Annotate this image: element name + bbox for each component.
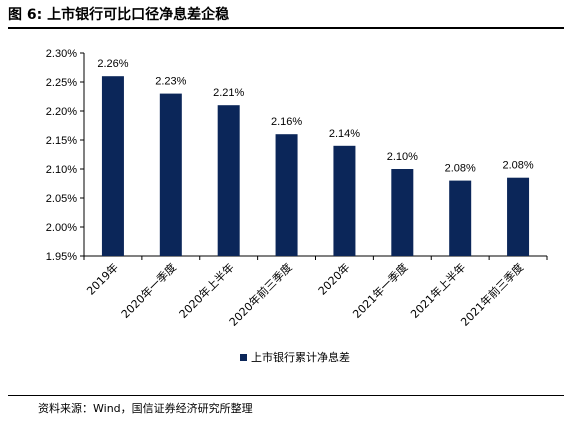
y-tick-label: 2.10%	[46, 164, 77, 176]
y-tick-label: 2.25%	[46, 77, 77, 89]
data-label: 2.08%	[502, 160, 533, 172]
data-label: 2.21%	[213, 87, 244, 99]
source-note: 资料来源：Wind，国信证券经济研究所整理	[38, 402, 253, 415]
bar	[275, 134, 298, 256]
bar	[101, 76, 124, 256]
y-tick-label: 1.95%	[46, 251, 77, 263]
legend-label: 上市银行累计净息差	[251, 351, 350, 364]
y-tick-label: 2.15%	[46, 135, 77, 147]
y-tick-label: 2.05%	[46, 193, 77, 205]
bar	[159, 93, 182, 256]
bar	[507, 177, 530, 256]
y-tick-label: 2.30%	[46, 48, 77, 60]
data-label: 2.08%	[445, 163, 476, 175]
y-tick-label: 2.20%	[46, 106, 77, 118]
legend-swatch	[240, 353, 247, 361]
bottom-rule	[8, 395, 564, 396]
figure-title: 图 6: 上市银行可比口径净息差企稳	[8, 7, 230, 23]
bar	[449, 180, 472, 256]
data-label: 2.10%	[387, 151, 418, 163]
y-tick-label: 2.00%	[46, 222, 77, 234]
data-label: 2.26%	[97, 58, 128, 70]
data-label: 2.23%	[155, 76, 186, 88]
x-tick-label: 2020年	[315, 260, 352, 297]
x-tick-label: 2021年一季度	[350, 260, 411, 321]
data-label: 2.16%	[271, 116, 302, 128]
title-rule	[8, 27, 564, 29]
x-tick-label: 2021年上半年	[407, 260, 468, 321]
bar	[217, 105, 240, 256]
x-tick-label: 2020年一季度	[118, 260, 179, 321]
bar	[333, 145, 356, 256]
bar	[391, 169, 414, 256]
x-tick-label: 2019年	[84, 260, 121, 297]
data-label: 2.14%	[329, 128, 360, 140]
x-tick-label: 2020年上半年	[176, 260, 237, 321]
legend: 上市银行累计净息差	[240, 349, 350, 365]
